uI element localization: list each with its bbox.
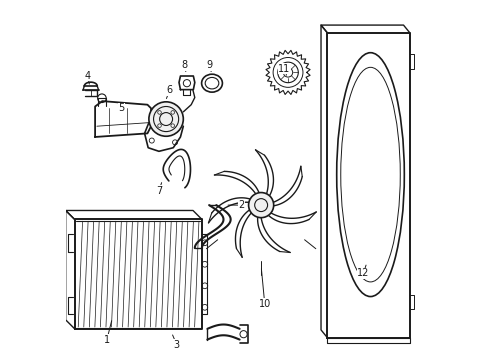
Text: 6: 6 xyxy=(167,85,173,99)
Text: 12: 12 xyxy=(357,265,369,278)
Text: 1: 1 xyxy=(104,321,112,345)
Text: 3: 3 xyxy=(172,335,180,350)
Text: 4: 4 xyxy=(84,71,90,84)
Text: 10: 10 xyxy=(259,269,271,309)
Circle shape xyxy=(149,102,183,136)
Text: 11: 11 xyxy=(278,64,291,75)
Text: 9: 9 xyxy=(206,60,212,72)
Text: 7: 7 xyxy=(156,183,162,196)
Text: 5: 5 xyxy=(118,103,124,113)
Text: 2: 2 xyxy=(228,200,245,210)
Text: 8: 8 xyxy=(181,60,187,72)
Circle shape xyxy=(248,193,274,218)
